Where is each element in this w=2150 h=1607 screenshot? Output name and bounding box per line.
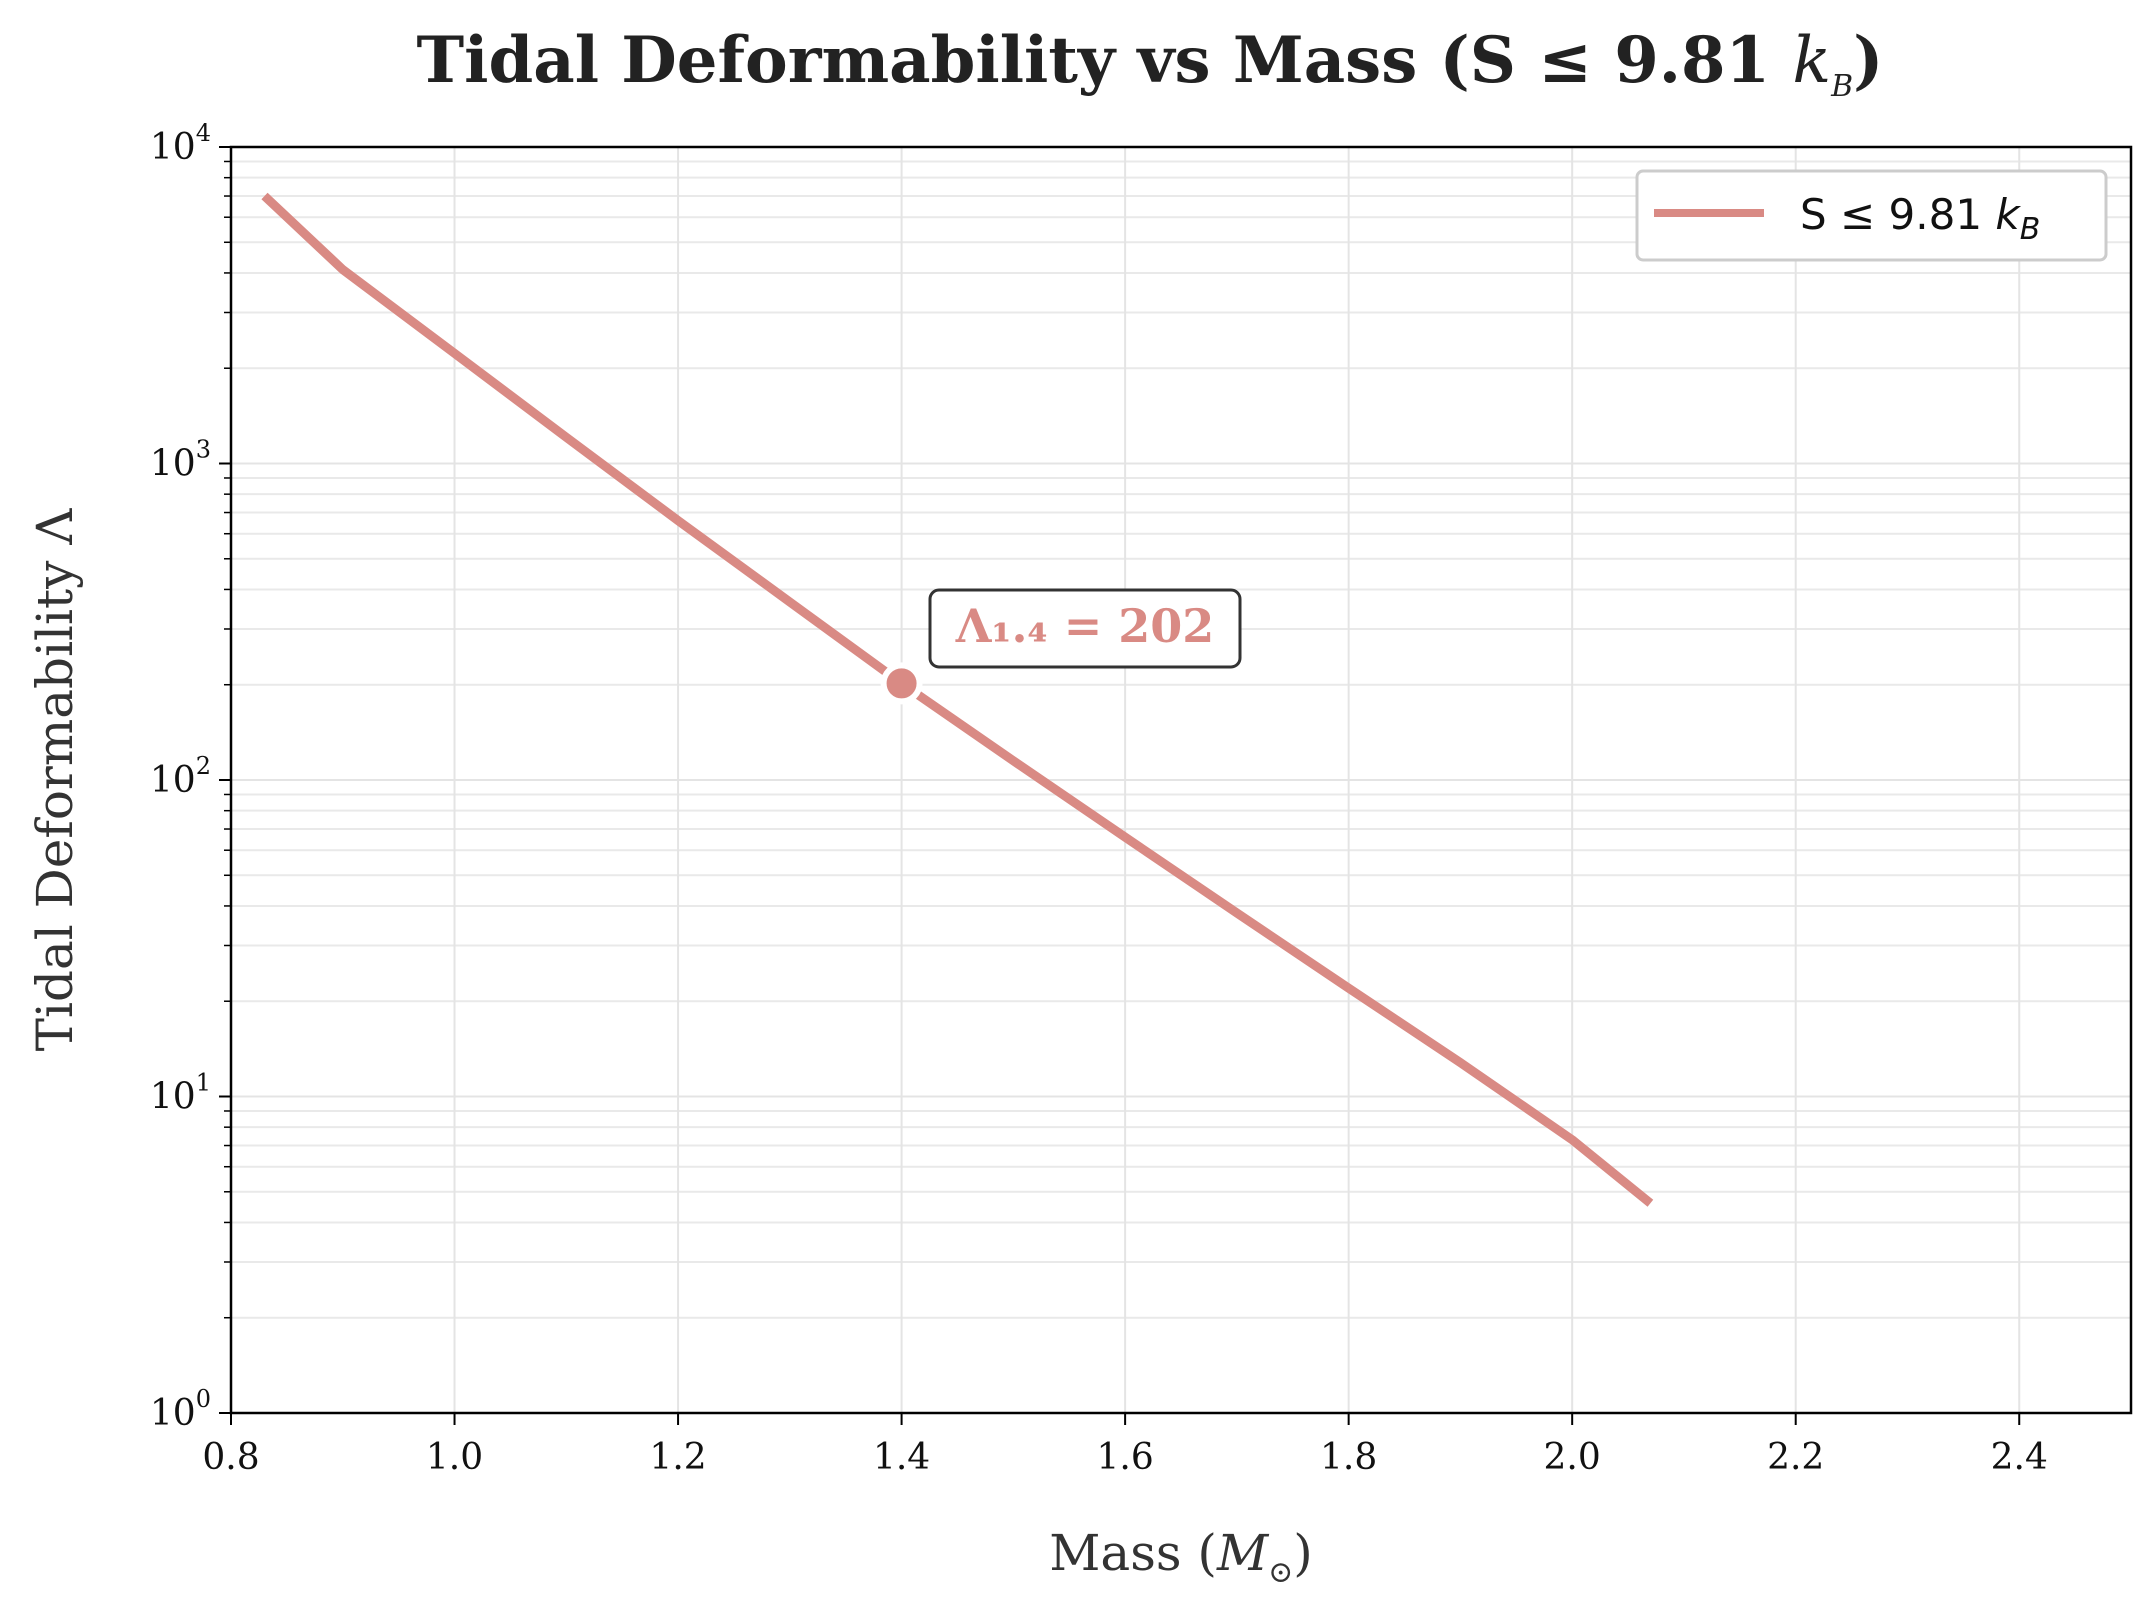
annotation-box (928, 588, 1242, 669)
chart-title: Tidal Deformability vs Mass (S ≤ 9.81 kB… (417, 23, 1884, 104)
x-tick-label: 2.2 (1767, 1437, 1824, 1478)
annotation: Λ₁.₄ = 202 (928, 588, 1242, 669)
y-axis-label: Tidal Deformability Λ (26, 508, 84, 1052)
legend-box (1635, 169, 2108, 262)
x-tick-label: 1.2 (649, 1437, 706, 1478)
annotation-text: Λ₁.₄ = 202 (955, 599, 1215, 653)
y-tick-label: 103 (150, 436, 211, 485)
grid-minor (231, 160, 2131, 1319)
y-tick-label: 102 (150, 752, 211, 801)
y-tick-label: 104 (150, 119, 211, 168)
series-layer (261, 192, 1654, 1207)
x-tick-label: 1.8 (1320, 1437, 1377, 1478)
x-tick-label: 2.4 (1991, 1437, 2048, 1478)
x-axis-ticks: 0.8 1.0 1.2 1.4 1.6 1.8 2.0 2.2 2.4 (202, 1413, 2048, 1478)
x-tick-label: 1.0 (426, 1437, 483, 1478)
marker-point (880, 662, 923, 705)
y-tick-label: 100 (150, 1385, 211, 1434)
x-axis-label: Mass (M⊙) (1049, 1524, 1313, 1590)
x-tick-label: 0.8 (202, 1437, 259, 1478)
x-tick-label: 1.6 (1096, 1437, 1153, 1478)
y-axis-ticks: 100 101 102 103 104 (150, 119, 231, 1434)
x-tick-label: 1.4 (873, 1437, 930, 1478)
y-tick-label: 101 (150, 1069, 211, 1118)
legend-entry: S ≤ 9.81 kB (1800, 190, 2040, 247)
x-tick-label: 2.0 (1544, 1437, 1601, 1478)
legend: S ≤ 9.81 kB (1635, 169, 2108, 262)
series-line (261, 192, 1654, 1207)
